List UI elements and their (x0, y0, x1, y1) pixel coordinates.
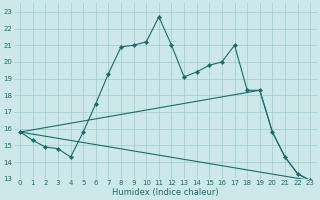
X-axis label: Humidex (Indice chaleur): Humidex (Indice chaleur) (112, 188, 219, 197)
